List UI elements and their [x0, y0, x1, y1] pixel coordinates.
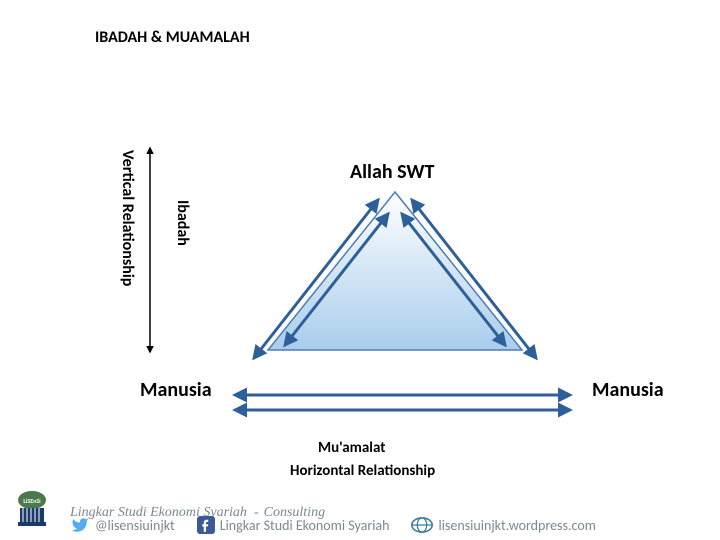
triangle: [268, 192, 522, 350]
facebook-icon: [197, 516, 215, 534]
website-block: lisensiuinjkt.wordpress.com: [411, 517, 595, 534]
social-row: @lisensiuinjkt Lingkar Studi Ekonomi Sya…: [70, 516, 596, 534]
facebook-block: Lingkar Studi Ekonomi Syariah: [197, 516, 390, 534]
twitter-handle: @lisensiuinjkt: [95, 517, 175, 534]
relationship-diagram: [0, 0, 720, 540]
facebook-name: Lingkar Studi Ekonomi Syariah: [220, 517, 390, 534]
web-icon: [411, 517, 433, 533]
twitter-block: @lisensiuinjkt: [70, 516, 175, 534]
twitter-icon: [70, 516, 90, 534]
website-url: lisensiuinjkt.wordpress.com: [438, 517, 595, 534]
